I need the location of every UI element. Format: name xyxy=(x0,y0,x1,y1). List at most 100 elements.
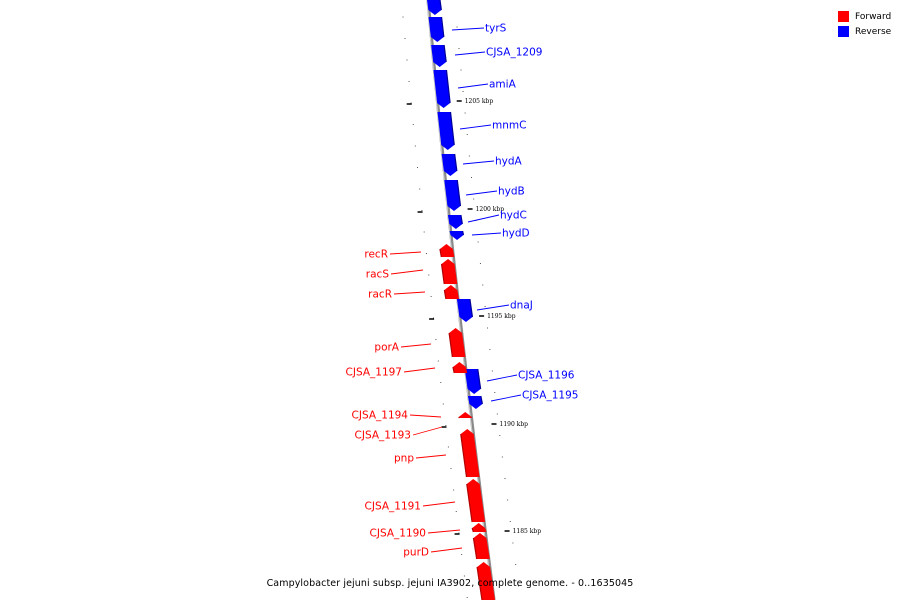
reverse-gene-label-5: hydB xyxy=(498,186,525,198)
forward-gene-leader-8 xyxy=(422,501,456,507)
reverse-gene-edge-0 xyxy=(439,0,442,11)
reverse-gene-edge-2 xyxy=(443,44,447,63)
forward-gene-edge-10 xyxy=(476,566,483,600)
legend-swatch-forward xyxy=(838,11,849,22)
forward-gene-edge-1 xyxy=(440,263,445,285)
reverse-gene-label-1: CJSA_1209 xyxy=(486,47,542,59)
reverse-gene-edge-9 xyxy=(469,298,474,318)
forward-gene-9 xyxy=(473,533,490,559)
forward-gene-edge-2 xyxy=(443,289,447,300)
forward-gene-label-4: CJSA_1197 xyxy=(346,367,402,379)
tick-label-2: 1195 kbp xyxy=(487,313,516,320)
reverse-gene-label-8: dnaJ xyxy=(510,300,533,312)
reverse-gene-edge-7 xyxy=(460,214,463,225)
forward-gene-label-5: CJSA_1194 xyxy=(352,410,409,422)
forward-gene-2 xyxy=(444,285,459,299)
reverse-gene-2 xyxy=(431,45,447,67)
forward-gene-4 xyxy=(452,362,468,373)
reverse-gene-label-9: CJSA_1196 xyxy=(518,370,575,382)
reverse-gene-leader-9 xyxy=(486,374,518,382)
legend: Forward Reverse xyxy=(838,9,891,39)
forward-gene-edge-7 xyxy=(466,483,473,523)
forward-gene-leader-10 xyxy=(430,547,463,553)
reverse-gene-8 xyxy=(449,231,464,240)
reverse-gene-leader-7 xyxy=(471,232,502,236)
forward-gene-label-6: CJSA_1193 xyxy=(355,430,411,442)
reverse-gene-edge-6 xyxy=(456,179,462,207)
reverse-gene-label-0: tyrS xyxy=(485,23,507,35)
reverse-gene-0 xyxy=(427,0,442,15)
reverse-gene-edge-8 xyxy=(461,230,465,236)
forward-gene-label-8: CJSA_1191 xyxy=(365,501,421,513)
reverse-gene-label-6: hydC xyxy=(500,210,527,222)
reverse-gene-leader-4 xyxy=(462,160,495,165)
forward-gene-leader-6 xyxy=(412,426,443,436)
reverse-gene-leader-5 xyxy=(465,190,498,196)
forward-gene-3 xyxy=(449,328,466,357)
tick-label-1: 1200 kbp xyxy=(476,206,505,213)
tick-label-3: 1190 kbp xyxy=(500,421,529,428)
reverse-gene-edge-3 xyxy=(445,69,451,104)
forward-gene-leader-3 xyxy=(400,343,432,348)
reverse-gene-edge-11 xyxy=(480,395,483,405)
reverse-gene-label-7: hydD xyxy=(502,228,530,240)
forward-gene-leader-4 xyxy=(403,367,436,373)
reverse-gene-3 xyxy=(433,70,451,108)
reverse-gene-label-2: amiA xyxy=(489,79,517,91)
legend-item-reverse: Reverse xyxy=(838,24,891,39)
forward-gene-0 xyxy=(439,244,455,257)
forward-gene-edge-6 xyxy=(460,433,468,478)
reverse-gene-leader-10 xyxy=(490,394,522,402)
forward-gene-edge-0 xyxy=(439,248,442,258)
forward-gene-edge-4 xyxy=(452,366,455,374)
legend-item-forward: Forward xyxy=(838,9,891,24)
reverse-gene-leader-8 xyxy=(476,304,510,311)
forward-gene-leader-5 xyxy=(409,414,442,418)
reverse-gene-9 xyxy=(456,299,473,322)
forward-gene-8 xyxy=(472,523,487,532)
forward-gene-leader-7 xyxy=(415,454,447,459)
forward-gene-leader-2 xyxy=(393,291,426,295)
reverse-gene-leader-3 xyxy=(459,124,492,130)
reverse-gene-label-3: mnmC xyxy=(492,120,526,132)
reverse-gene-edge-4 xyxy=(449,111,455,146)
reverse-gene-5 xyxy=(441,154,457,176)
genome-caption: Campylobacter jejuni subsp. jejuni IA390… xyxy=(266,578,634,589)
forward-gene-5 xyxy=(458,412,473,418)
tick-label-0: 1205 kbp xyxy=(465,98,494,105)
reverse-gene-leader-1 xyxy=(454,51,486,56)
forward-gene-10 xyxy=(477,562,495,600)
reverse-gene-label-10: CJSA_1195 xyxy=(522,390,578,402)
forward-gene-leader-9 xyxy=(427,529,461,534)
forward-gene-label-9: CJSA_1190 xyxy=(370,528,426,540)
forward-gene-edge-8 xyxy=(471,527,474,533)
reverse-gene-11 xyxy=(467,396,483,409)
forward-gene-edge-9 xyxy=(472,537,478,560)
reverse-gene-label-4: hydA xyxy=(495,156,523,168)
forward-gene-label-3: porA xyxy=(374,342,399,354)
forward-gene-label-1: racS xyxy=(366,269,390,281)
forward-gene-label-7: pnp xyxy=(394,453,414,465)
forward-gene-label-0: recR xyxy=(364,249,388,261)
reverse-gene-4 xyxy=(437,112,455,150)
forward-gene-1 xyxy=(441,259,458,284)
reverse-gene-10 xyxy=(464,369,481,394)
reverse-gene-leader-2 xyxy=(457,83,489,89)
reverse-gene-7 xyxy=(447,215,463,229)
forward-gene-edge-3 xyxy=(448,332,453,358)
reverse-gene-edge-10 xyxy=(477,368,482,390)
forward-gene-label-2: racR xyxy=(368,289,392,301)
reverse-gene-6 xyxy=(444,180,461,211)
reverse-gene-1 xyxy=(428,17,444,42)
legend-label-forward: Forward xyxy=(855,11,892,22)
forward-gene-7 xyxy=(466,479,486,522)
forward-gene-label-10: purD xyxy=(403,547,429,559)
legend-label-reverse: Reverse xyxy=(855,26,892,37)
forward-gene-edge-5 xyxy=(458,416,460,419)
forward-gene-leader-0 xyxy=(389,251,422,255)
reverse-gene-leader-0 xyxy=(451,27,485,31)
legend-swatch-reverse xyxy=(838,26,849,37)
forward-gene-leader-1 xyxy=(390,269,424,275)
reverse-gene-edge-1 xyxy=(440,16,445,38)
